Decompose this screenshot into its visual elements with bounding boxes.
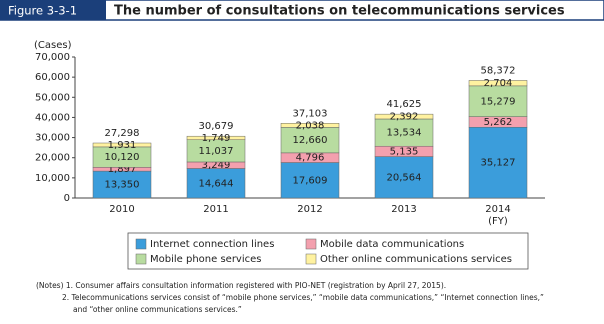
value-label: 2,392 bbox=[390, 112, 419, 123]
value-label: 1,897 bbox=[108, 164, 137, 175]
header-frame bbox=[0, 0, 604, 21]
value-label: 1,749 bbox=[202, 133, 231, 144]
bar-segment bbox=[374, 118, 434, 147]
total-label: 58,372 bbox=[481, 65, 516, 76]
bar-segment bbox=[374, 113, 434, 120]
value-label: 14,644 bbox=[199, 178, 234, 189]
chart-title: The number of consultations on telecommu… bbox=[114, 4, 565, 19]
value-label: 2,038 bbox=[296, 120, 325, 131]
value-label: 20,564 bbox=[387, 172, 422, 183]
value-label: 12,660 bbox=[293, 135, 328, 146]
value-label: 10,120 bbox=[105, 152, 140, 163]
total-label: 30,679 bbox=[199, 121, 234, 132]
value-label: 2,704 bbox=[484, 78, 513, 89]
value-label: 1,931 bbox=[108, 140, 137, 151]
value-label: 3,249 bbox=[202, 160, 231, 171]
value-label: 35,127 bbox=[481, 158, 516, 169]
y-tick-label: 70,000 bbox=[35, 52, 70, 63]
x-tick-label: 2012 bbox=[297, 204, 322, 215]
total-label: 27,298 bbox=[105, 128, 140, 139]
value-label: 4,796 bbox=[296, 153, 325, 164]
y-axis-label: (Cases) bbox=[34, 40, 72, 51]
legend-label: Other online communications services bbox=[320, 254, 512, 265]
note: (Notes) 1. Consumer affairs consultation… bbox=[36, 281, 446, 290]
bar-segment bbox=[468, 85, 528, 117]
value-label: 13,350 bbox=[105, 180, 140, 191]
note: and “other online communications service… bbox=[73, 305, 242, 314]
bar-segment bbox=[468, 126, 528, 199]
y-tick-label: 10,000 bbox=[35, 173, 70, 184]
y-tick-label: 0 bbox=[64, 193, 70, 204]
y-tick-label: 20,000 bbox=[35, 153, 70, 164]
y-tick-label: 60,000 bbox=[35, 72, 70, 83]
legend-label: Mobile phone services bbox=[150, 254, 261, 265]
value-label: 5,135 bbox=[390, 146, 419, 157]
x-tick-label: 2011 bbox=[203, 204, 228, 215]
value-label: 5,262 bbox=[484, 117, 513, 128]
y-tick-label: 50,000 bbox=[35, 92, 70, 103]
x-tick-label: 2010 bbox=[109, 204, 134, 215]
bar-segment bbox=[280, 123, 340, 128]
value-label: 11,037 bbox=[199, 146, 234, 157]
bar-segment bbox=[374, 156, 434, 199]
x-axis-label: (FY) bbox=[488, 216, 508, 227]
figure-label: Figure 3-3-1 bbox=[8, 4, 77, 18]
note: 2. Telecommunications services consist o… bbox=[62, 293, 544, 302]
legend-frame bbox=[127, 232, 529, 270]
bar-segment bbox=[186, 135, 246, 140]
x-tick-label: 2013 bbox=[391, 204, 416, 215]
value-label: 15,279 bbox=[481, 96, 516, 107]
figure-label-box bbox=[0, 0, 106, 20]
y-tick-label: 40,000 bbox=[35, 112, 70, 123]
legend-label: Mobile data communications bbox=[320, 239, 464, 250]
total-label: 37,103 bbox=[293, 108, 328, 119]
y-tick-label: 30,000 bbox=[35, 133, 70, 144]
bar-segment bbox=[468, 80, 528, 87]
legend-swatch bbox=[135, 253, 147, 265]
bar-segment bbox=[280, 127, 340, 154]
value-label: 13,534 bbox=[387, 128, 422, 139]
bar-segment bbox=[186, 168, 246, 199]
bar-segment bbox=[92, 142, 152, 148]
x-tick-label: 2014 bbox=[485, 204, 510, 215]
legend-label: Internet connection lines bbox=[150, 239, 274, 250]
bar-segment bbox=[280, 162, 340, 199]
legend-swatch bbox=[305, 253, 317, 265]
value-label: 17,609 bbox=[293, 175, 328, 186]
legend-swatch bbox=[135, 238, 147, 250]
total-label: 41,625 bbox=[387, 99, 422, 110]
legend-swatch bbox=[305, 238, 317, 250]
